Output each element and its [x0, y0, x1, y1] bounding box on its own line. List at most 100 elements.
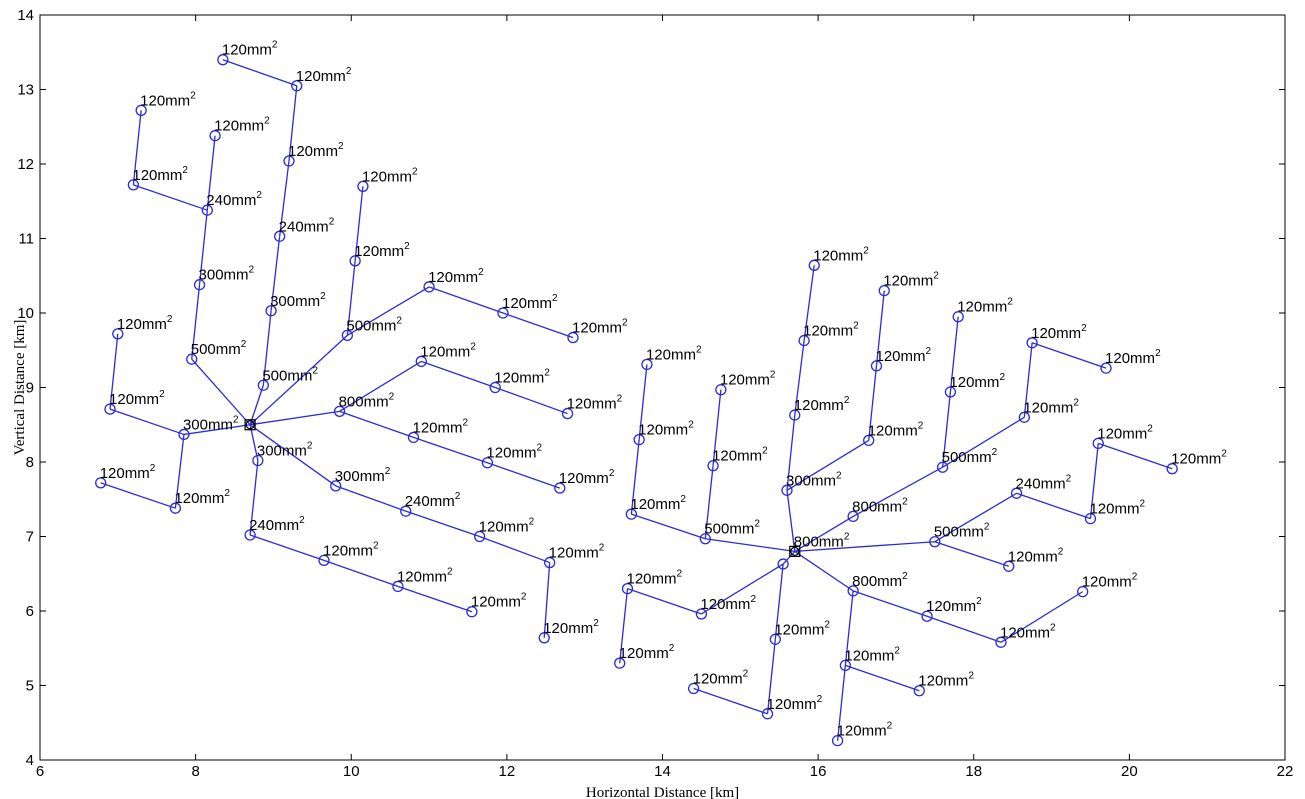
cable-node	[1026, 337, 1038, 349]
cable-branch	[794, 541, 935, 553]
cable-size-label: 120mm2	[214, 116, 270, 135]
cable-size-label: 120mm2	[117, 314, 173, 333]
cable-node	[473, 530, 486, 543]
cable-node	[112, 328, 124, 340]
cable-branch	[288, 85, 298, 162]
cable-node	[193, 279, 206, 291]
cable-node	[936, 461, 949, 473]
cable-node	[621, 583, 634, 595]
cable-node	[209, 130, 221, 142]
cable-branch	[627, 588, 702, 615]
cable-node	[952, 311, 964, 323]
cable-branch	[109, 333, 119, 410]
cable-branch	[712, 389, 722, 466]
cable-size-label: 120mm2	[875, 346, 931, 365]
cable-branch	[794, 340, 805, 416]
cable-node	[831, 734, 844, 747]
cable-branch	[249, 534, 325, 561]
cable-branch	[705, 538, 795, 553]
cable-node	[798, 334, 810, 347]
cable-branch	[222, 59, 297, 87]
cable-node	[423, 281, 435, 293]
cable-size-label: 120mm2	[1097, 423, 1153, 442]
cable-size-label: 120mm2	[100, 463, 156, 482]
cable-node	[641, 358, 653, 371]
cable-branch	[934, 492, 1017, 543]
cable-size-label: 120mm2	[626, 569, 682, 588]
cable-branch	[638, 364, 648, 440]
cable-branch	[844, 590, 854, 666]
cable-size-label: 800mm2	[339, 391, 395, 410]
y-tick-label: 13	[17, 82, 34, 99]
y-tick-label: 5	[26, 678, 34, 695]
cable-branch	[701, 563, 784, 615]
cable-branch	[1089, 443, 1099, 519]
cable-branch	[934, 541, 1009, 567]
cable-branch	[100, 482, 176, 509]
cable-node	[567, 331, 579, 344]
cable-branch	[198, 210, 208, 285]
cable-node	[127, 179, 140, 191]
cable-node	[415, 355, 427, 368]
cable-node	[169, 502, 182, 514]
cable-node	[761, 708, 774, 720]
cable-branch	[279, 160, 290, 237]
cable-size-label: 120mm2	[471, 592, 527, 611]
y-tick-label: 11	[18, 231, 34, 248]
x-tick-label: 8	[191, 763, 199, 780]
cable-node	[466, 606, 478, 618]
cable-node	[944, 386, 957, 398]
cable-node	[283, 155, 295, 167]
cable-size-label: 120mm2	[549, 543, 605, 562]
cable-node	[201, 204, 213, 216]
cable-size-label: 120mm2	[502, 293, 558, 312]
cable-size-label: 120mm2	[1105, 348, 1161, 367]
y-tick-label: 4	[26, 752, 34, 769]
cable-branch	[487, 462, 561, 489]
cable-size-label: 120mm2	[957, 297, 1013, 316]
cable-size-label: 120mm2	[296, 66, 352, 85]
cable-size-label: 120mm2	[486, 443, 542, 462]
cable-branch	[852, 466, 943, 517]
cable-node	[847, 510, 859, 523]
cable-size-label: 120mm2	[794, 395, 850, 414]
cable-node	[257, 379, 269, 391]
cable-size-label: 120mm2	[700, 594, 756, 613]
y-tick-label: 9	[26, 380, 34, 397]
cable-size-label: 120mm2	[638, 420, 694, 439]
cable-node	[633, 433, 645, 446]
cable-branch	[405, 510, 480, 538]
cable-branch	[109, 408, 185, 436]
cable-branch	[249, 460, 259, 536]
y-axis-title: Vertical Distance [km]	[12, 320, 28, 456]
cable-size-label: 500mm2	[934, 522, 990, 541]
cable-branch	[191, 284, 201, 360]
cable-size-label: 120mm2	[712, 446, 768, 465]
cable-size-label: 800mm2	[794, 531, 850, 550]
cable-size-label: 120mm2	[1008, 546, 1064, 565]
cable-node	[1010, 487, 1023, 499]
x-tick-label: 6	[36, 763, 44, 780]
cable-branch	[1031, 342, 1107, 369]
cable-size-label: 120mm2	[1171, 449, 1227, 468]
cable-node	[878, 284, 890, 297]
cable-size-label: 120mm2	[720, 370, 776, 389]
substations	[244, 419, 801, 558]
cable-node	[614, 657, 626, 669]
cable-branch	[249, 424, 337, 487]
cable-node	[870, 360, 883, 372]
cable-size-label: 120mm2	[132, 165, 188, 184]
cable-node	[489, 381, 501, 394]
cable-node	[318, 554, 330, 566]
cable-node	[625, 508, 638, 520]
cable-branch	[630, 439, 640, 515]
cable-branch	[206, 135, 216, 211]
cable-size-label: 120mm2	[479, 517, 535, 536]
cable-node	[400, 505, 412, 517]
cable-size-label: 120mm2	[630, 494, 686, 513]
cable-size-label: 120mm2	[354, 241, 410, 260]
cable-branch	[421, 360, 496, 389]
cable-branch	[868, 365, 878, 441]
cable-size-label: 240mm2	[1016, 473, 1072, 492]
y-tick-label: 12	[17, 156, 34, 173]
